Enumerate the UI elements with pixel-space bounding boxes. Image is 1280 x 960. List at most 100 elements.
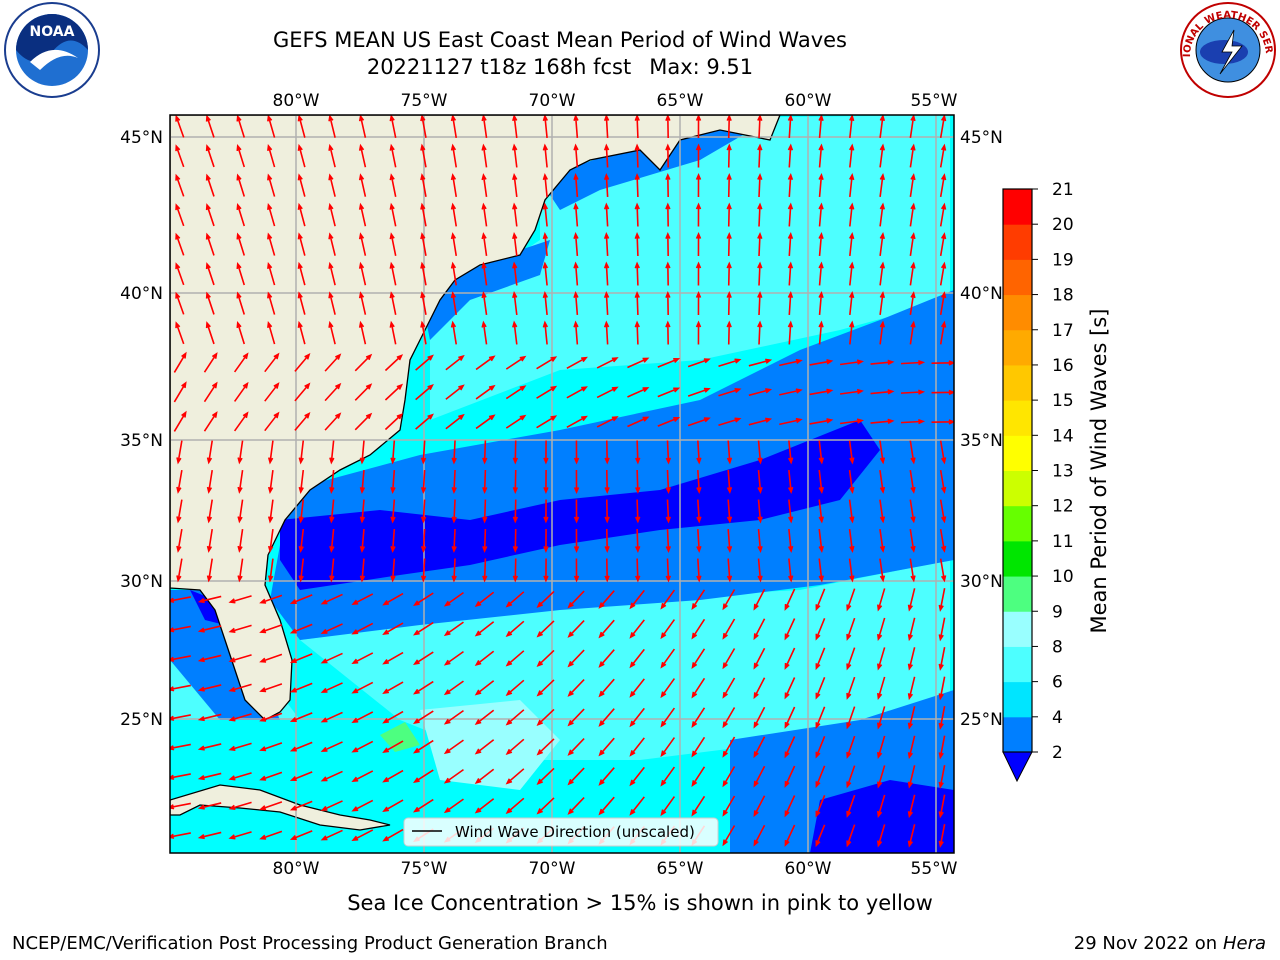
wind-arrow — [753, 618, 766, 641]
wind-arrow — [384, 383, 404, 401]
wind-arrow — [818, 320, 824, 345]
wind-arrow — [420, 440, 427, 465]
wind-arrow — [818, 499, 824, 524]
wind-arrow — [598, 649, 615, 668]
colorbar-underflow-triangle — [1002, 751, 1033, 783]
wind-arrow — [629, 678, 645, 698]
wind-arrow — [846, 676, 856, 700]
wind-arrow — [237, 528, 244, 553]
wind-arrow — [567, 737, 585, 756]
wind-arrow — [267, 440, 274, 465]
wind-arrow — [228, 683, 252, 692]
wind-arrow — [237, 558, 244, 583]
wind-arrow — [691, 618, 706, 640]
wind-arrow — [443, 650, 464, 666]
colorbar-tick-label: 15 — [1052, 391, 1074, 411]
wind-arrow — [197, 831, 222, 840]
wind-arrow — [696, 558, 702, 583]
wind-arrow — [175, 232, 185, 256]
wind-arrow — [475, 414, 496, 430]
wind-arrow — [354, 353, 373, 372]
lat-label-left: 30°N — [120, 572, 163, 592]
colorbar-segment — [1003, 189, 1032, 225]
wind-arrow — [603, 202, 610, 227]
wind-arrow — [846, 765, 856, 789]
wind-arrow — [809, 388, 834, 396]
wind-arrow — [839, 388, 864, 395]
wind-arrow — [687, 387, 711, 397]
colorbar-segment — [1003, 505, 1032, 542]
wind-arrow — [573, 499, 580, 524]
wind-arrow — [573, 231, 579, 257]
lat-label-right: 40°N — [960, 284, 1003, 304]
wind-arrow — [203, 381, 218, 403]
wind-arrow — [358, 143, 367, 168]
wind-arrow — [784, 765, 796, 788]
wind-arrow — [512, 320, 518, 345]
wind-arrow — [939, 232, 947, 256]
wind-arrow — [757, 440, 763, 465]
wind-arrow — [665, 231, 671, 257]
wind-arrow — [726, 528, 733, 554]
wind-arrow — [175, 173, 185, 197]
wind-arrow — [536, 708, 555, 726]
wind-arrow — [603, 172, 610, 198]
wind-arrow — [696, 528, 702, 554]
wind-arrow — [598, 796, 615, 816]
wind-arrow — [598, 737, 615, 757]
wind-arrow — [482, 440, 488, 465]
lon-label-top: 70°W — [529, 91, 576, 111]
wind-arrow — [450, 261, 458, 286]
wind-arrow — [175, 144, 185, 168]
wind-arrow — [604, 528, 610, 554]
wind-arrow — [907, 676, 916, 701]
colorbar-segment — [1003, 540, 1032, 577]
wind-arrow — [320, 741, 343, 752]
wind-arrow — [567, 649, 585, 668]
wind-arrow — [320, 711, 343, 723]
wind-arrow — [536, 738, 555, 756]
wind-arrow — [451, 528, 457, 554]
wind-arrow — [629, 737, 645, 757]
wind-arrow — [237, 440, 244, 465]
wind-arrow — [512, 202, 518, 227]
lon-label-bottom: 75°W — [401, 859, 448, 879]
wind-arrow — [634, 202, 640, 227]
wind-arrow — [909, 291, 916, 315]
wind-arrow — [233, 352, 249, 373]
wind-arrow — [512, 528, 519, 554]
wind-arrow — [567, 708, 585, 727]
colorbar-segment — [1003, 364, 1032, 401]
wind-arrow — [635, 558, 641, 583]
chart-subtitle: 20221127 t18z 168h fcst Max: 9.51 — [160, 54, 960, 80]
wind-arrow — [267, 558, 274, 583]
wind-arrow — [788, 528, 794, 553]
wind-arrow — [909, 261, 916, 286]
wind-arrow — [695, 172, 702, 198]
wind-arrow — [726, 172, 732, 198]
wind-arrow — [542, 173, 549, 198]
wind-arrow — [665, 290, 671, 316]
wind-arrow — [598, 708, 615, 727]
wind-arrow — [481, 291, 488, 316]
wind-arrow — [907, 588, 916, 612]
wind-arrow — [228, 772, 252, 781]
wind-arrow — [939, 470, 947, 494]
wind-arrow — [267, 202, 276, 227]
wind-arrow — [206, 499, 214, 524]
wind-arrow — [748, 358, 773, 367]
wind-arrow — [722, 707, 736, 729]
wind-arrow — [173, 410, 187, 432]
wind-arrow — [879, 320, 886, 345]
wind-arrow — [389, 320, 397, 345]
wind-arrow — [788, 469, 794, 494]
wind-arrow — [420, 528, 427, 554]
colorbar-tick-label: 18 — [1052, 286, 1074, 306]
period-9-10-zone — [380, 722, 420, 752]
wind-arrow — [757, 172, 763, 198]
wind-arrow — [846, 617, 856, 641]
wind-arrow — [939, 202, 947, 227]
wind-arrow — [542, 202, 549, 227]
wind-arrow — [233, 381, 249, 402]
date-footer: 29 Nov 2022 on Hera — [1074, 933, 1266, 954]
